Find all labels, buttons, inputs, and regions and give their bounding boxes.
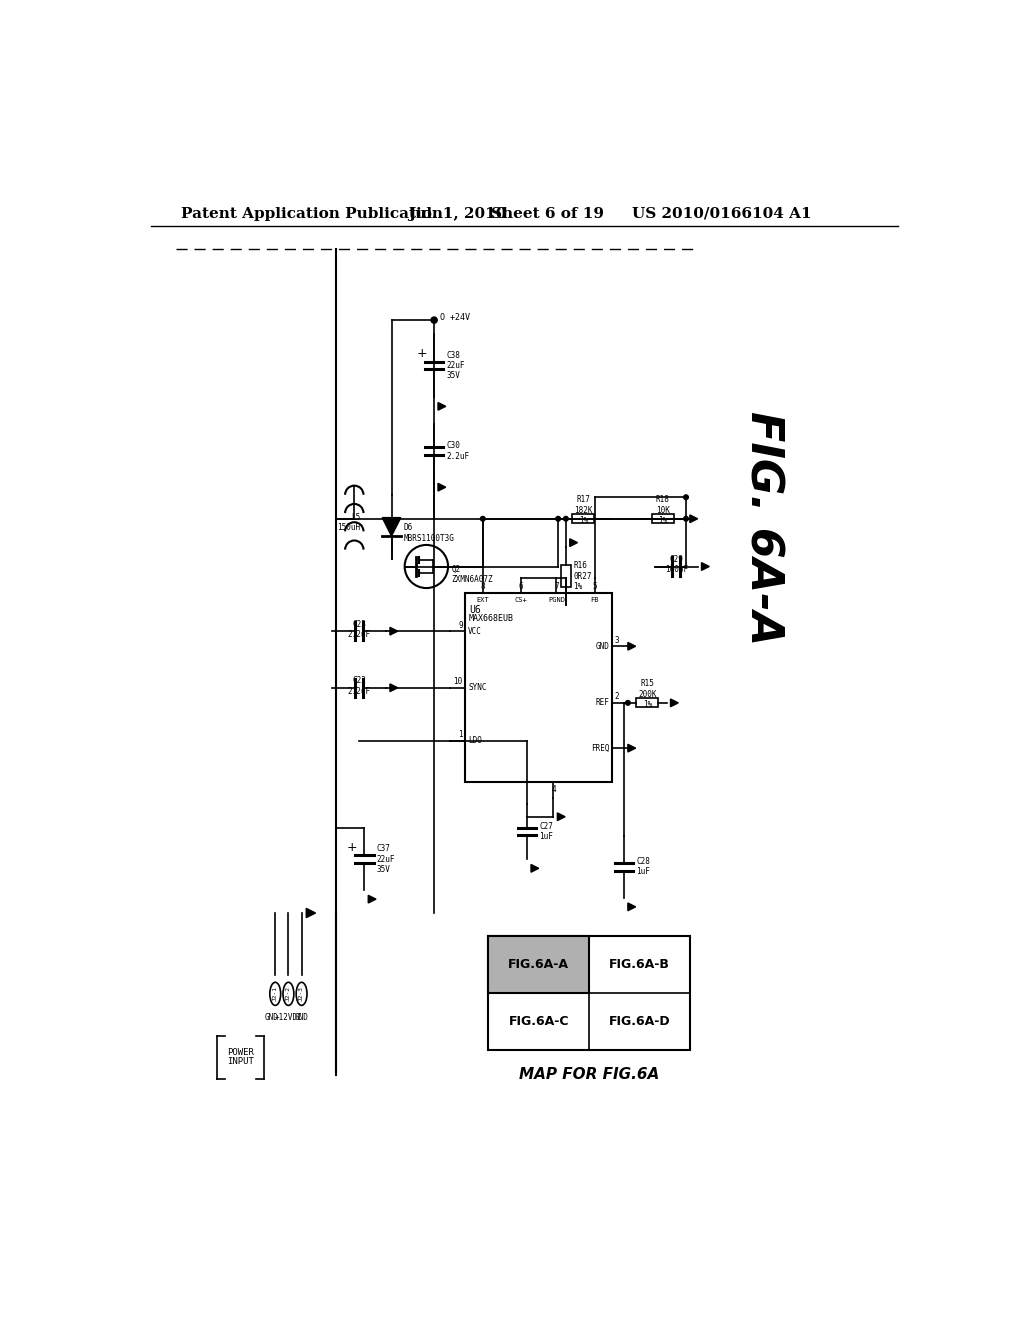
- Text: R15
200K
1%: R15 200K 1%: [638, 680, 656, 709]
- Circle shape: [684, 495, 688, 499]
- Bar: [572, 515, 594, 524]
- Text: C23
2.2uF: C23 2.2uF: [347, 619, 371, 639]
- Text: 6: 6: [519, 582, 523, 591]
- Polygon shape: [382, 517, 400, 536]
- Polygon shape: [671, 700, 678, 706]
- Text: FIG.6A-A: FIG.6A-A: [508, 958, 569, 972]
- Text: L5
150uH: L5 150uH: [337, 512, 360, 532]
- Polygon shape: [438, 483, 445, 491]
- Text: J2-1: J2-1: [272, 986, 278, 1002]
- Bar: [652, 515, 674, 524]
- Bar: [488, 936, 690, 1051]
- Text: Sheet 6 of 19: Sheet 6 of 19: [490, 207, 604, 220]
- Text: 10: 10: [454, 677, 463, 686]
- Text: GND: GND: [295, 1014, 308, 1022]
- Text: POWER: POWER: [227, 1048, 254, 1057]
- Circle shape: [431, 317, 437, 323]
- Text: 8: 8: [480, 582, 485, 591]
- Text: C27
1uF: C27 1uF: [540, 821, 553, 841]
- Text: R17
182K
1%: R17 182K 1%: [574, 495, 593, 525]
- Text: C22
2.2uF: C22 2.2uF: [347, 676, 371, 696]
- Polygon shape: [628, 903, 636, 911]
- Text: Jul. 1, 2010: Jul. 1, 2010: [409, 207, 507, 220]
- Text: 9: 9: [458, 620, 463, 630]
- Text: U6: U6: [469, 605, 480, 615]
- Polygon shape: [390, 684, 397, 692]
- Text: FB: FB: [591, 597, 599, 602]
- Text: 7: 7: [554, 582, 559, 591]
- Text: FREQ: FREQ: [591, 743, 609, 752]
- Text: FIG. 6A-A: FIG. 6A-A: [742, 411, 785, 645]
- Text: R16
0R27
1%: R16 0R27 1%: [573, 561, 592, 591]
- Text: GND: GND: [264, 1014, 279, 1022]
- Polygon shape: [390, 627, 397, 635]
- Polygon shape: [369, 895, 376, 903]
- Text: VCC: VCC: [468, 627, 482, 636]
- Polygon shape: [306, 908, 315, 917]
- Circle shape: [556, 516, 560, 521]
- Text: REF: REF: [595, 698, 609, 708]
- Polygon shape: [628, 643, 636, 651]
- Polygon shape: [531, 865, 539, 873]
- Bar: [465, 594, 612, 781]
- Text: US 2010/0166104 A1: US 2010/0166104 A1: [632, 207, 811, 220]
- Circle shape: [563, 516, 568, 521]
- Text: FIG.6A-D: FIG.6A-D: [608, 1015, 671, 1028]
- Text: EXT: EXT: [476, 597, 489, 602]
- Text: +12VDC: +12VDC: [274, 1014, 302, 1022]
- Text: 4: 4: [551, 785, 556, 795]
- Text: Patent Application Publication: Patent Application Publication: [180, 207, 442, 220]
- Text: Q2
ZXMN6A07Z: Q2 ZXMN6A07Z: [452, 565, 493, 583]
- Text: J2-2: J2-2: [286, 986, 291, 1002]
- Bar: [561, 565, 570, 587]
- Polygon shape: [569, 539, 578, 546]
- Text: D6
MBRS1100T3G: D6 MBRS1100T3G: [403, 523, 455, 543]
- Circle shape: [684, 516, 688, 521]
- Polygon shape: [438, 403, 445, 411]
- Text: CS+: CS+: [515, 597, 527, 602]
- Text: 5: 5: [593, 582, 597, 591]
- Text: 2: 2: [614, 692, 620, 701]
- Text: FIG.6A-B: FIG.6A-B: [609, 958, 670, 972]
- Polygon shape: [701, 562, 710, 570]
- Polygon shape: [628, 744, 636, 752]
- Bar: [636, 698, 658, 708]
- Text: J2-3: J2-3: [299, 986, 304, 1002]
- Polygon shape: [690, 515, 697, 523]
- Text: 1: 1: [458, 730, 463, 739]
- Text: PGND: PGND: [548, 597, 565, 602]
- Polygon shape: [557, 813, 565, 821]
- Text: MAX668EUB: MAX668EUB: [469, 614, 514, 623]
- Text: R18
10K
1%: R18 10K 1%: [655, 495, 670, 525]
- Circle shape: [626, 701, 630, 705]
- Text: LDO: LDO: [468, 737, 482, 744]
- Text: INPUT: INPUT: [227, 1057, 254, 1067]
- Text: SYNC: SYNC: [468, 684, 486, 692]
- Text: O +24V: O +24V: [440, 313, 470, 322]
- Text: MAP FOR FIG.6A: MAP FOR FIG.6A: [519, 1067, 659, 1082]
- Text: +: +: [417, 347, 427, 360]
- Text: GND: GND: [595, 642, 609, 651]
- Text: C38
22uF
35V: C38 22uF 35V: [446, 351, 465, 380]
- Text: 3: 3: [614, 636, 620, 644]
- Circle shape: [480, 516, 485, 521]
- Text: C30
2.2uF: C30 2.2uF: [446, 441, 470, 461]
- Bar: [488, 936, 589, 993]
- Text: C37
22uF
35V: C37 22uF 35V: [377, 845, 395, 874]
- Text: FIG.6A-C: FIG.6A-C: [509, 1015, 569, 1028]
- Text: C28
1uF: C28 1uF: [636, 857, 650, 876]
- Text: +: +: [347, 841, 357, 854]
- Text: C29
100pF: C29 100pF: [665, 554, 688, 574]
